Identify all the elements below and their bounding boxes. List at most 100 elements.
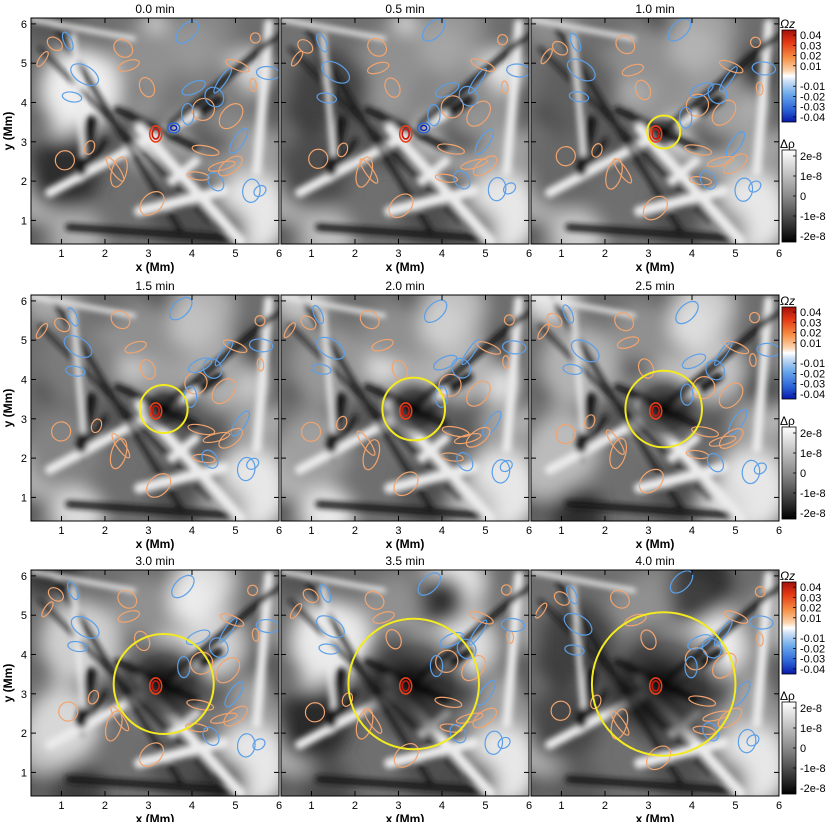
- positive-contour: [718, 59, 744, 74]
- negative-contour: [429, 654, 444, 678]
- vortex-core: [148, 677, 163, 695]
- negative-contour: [566, 58, 596, 82]
- positive-contour: [688, 695, 717, 707]
- positive-contour: [54, 150, 76, 171]
- positive-contour: [249, 32, 261, 44]
- negative-contour: [684, 656, 698, 679]
- positive-contour: [455, 712, 484, 724]
- vorticity-tick-label: -0.04: [800, 389, 825, 401]
- vorticity-tick-label: -0.02: [800, 643, 825, 655]
- negative-contour: [699, 170, 717, 190]
- y-tick-label: 2: [21, 728, 27, 740]
- lane: [565, 775, 735, 794]
- negative-contour: [679, 106, 693, 129]
- lane: [384, 122, 496, 244]
- negative-contour: [312, 304, 325, 325]
- lane: [531, 295, 636, 319]
- positive-contour: [437, 143, 465, 155]
- lane: [38, 46, 213, 223]
- positive-contour: [109, 438, 128, 470]
- negative-contour: [506, 63, 529, 78]
- negative-contour: [728, 408, 748, 435]
- x-tick-label: 1: [558, 800, 564, 812]
- positive-contour: [225, 58, 250, 73]
- positive-contour: [146, 473, 172, 498]
- vorticity-tick-label: 0.01: [800, 338, 821, 350]
- lane: [752, 296, 774, 454]
- lane: [133, 462, 230, 494]
- positive-contour: [684, 144, 713, 156]
- positive-contour: [756, 632, 764, 647]
- lane: [65, 223, 235, 242]
- lane: [252, 296, 274, 454]
- core-contour-inner: [651, 405, 661, 417]
- density-map: [31, 18, 279, 244]
- positive-contour: [754, 586, 766, 598]
- x-tick-label: 2: [102, 525, 108, 537]
- colorbar-set-3: Ωz 0.040.030.020.01 -0.01-0.02-0.03-0.04 Δρ…: [780, 569, 826, 795]
- positive-contour: [222, 339, 248, 354]
- positive-contour: [251, 627, 260, 642]
- positive-contour: [283, 322, 297, 339]
- negative-contour: [689, 82, 714, 99]
- vorticity-contours: [283, 299, 527, 497]
- negative-contour: [451, 357, 472, 379]
- negative-contour: [713, 619, 733, 646]
- density-map: [281, 570, 529, 796]
- positive-contour: [385, 628, 402, 650]
- vorticity-tick-label: -0.03: [800, 654, 825, 666]
- core-contour-outer: [148, 125, 163, 143]
- x-tick-label: 6: [776, 800, 782, 812]
- core-contour-outer: [148, 677, 163, 695]
- vorticity-tick-label: 0.03: [800, 592, 821, 604]
- x-tick-label: 6: [526, 525, 532, 537]
- panel-2: [280, 17, 530, 245]
- positive-contour: [642, 195, 669, 221]
- density-tick-label: -2e-8: [800, 783, 826, 795]
- positive-contour: [110, 310, 131, 330]
- x-tick-label: 5: [482, 248, 488, 260]
- panel-frame: [30, 17, 280, 245]
- positive-contour: [356, 430, 376, 456]
- panel-8: [280, 569, 530, 797]
- vorticity-colorbar: [781, 306, 797, 400]
- x-tick-label: 1: [58, 248, 64, 260]
- lane: [633, 185, 730, 217]
- x-axis-label: x (Mm): [636, 537, 675, 551]
- negative-contour: [491, 459, 511, 484]
- positive-contour: [384, 77, 401, 98]
- granule: [361, 302, 422, 363]
- negative-contour: [468, 67, 487, 94]
- lane: [531, 18, 636, 42]
- positive-contour: [500, 584, 512, 596]
- positive-contour: [124, 340, 147, 354]
- negative-contour: [748, 180, 762, 193]
- lane: [570, 585, 586, 709]
- lane: [502, 296, 524, 454]
- positive-contour: [749, 36, 762, 48]
- positive-contour: [472, 155, 498, 177]
- density-depletion: [351, 621, 476, 746]
- core-contour-outer: [398, 677, 413, 695]
- x-tick-label: 3: [145, 800, 151, 812]
- lane: [502, 19, 524, 177]
- positive-contour: [434, 696, 463, 709]
- panel-frame: [530, 569, 780, 797]
- x-tick-label: 1: [58, 525, 64, 537]
- vortex-core: [648, 677, 663, 695]
- positive-contour: [684, 647, 709, 671]
- positive-contour: [638, 468, 665, 494]
- positive-contour: [58, 701, 79, 722]
- negative-contour: [236, 456, 256, 482]
- core-contour-outer: [148, 402, 163, 420]
- granule: [166, 23, 216, 74]
- lane: [31, 295, 136, 319]
- positive-contour: [688, 176, 713, 186]
- negative-contour: [702, 722, 720, 742]
- positive-contour: [691, 376, 716, 400]
- negative-contour: [461, 338, 481, 366]
- positive-contour: [749, 353, 757, 367]
- granule: [666, 300, 716, 351]
- x-tick-label: 2: [602, 525, 608, 537]
